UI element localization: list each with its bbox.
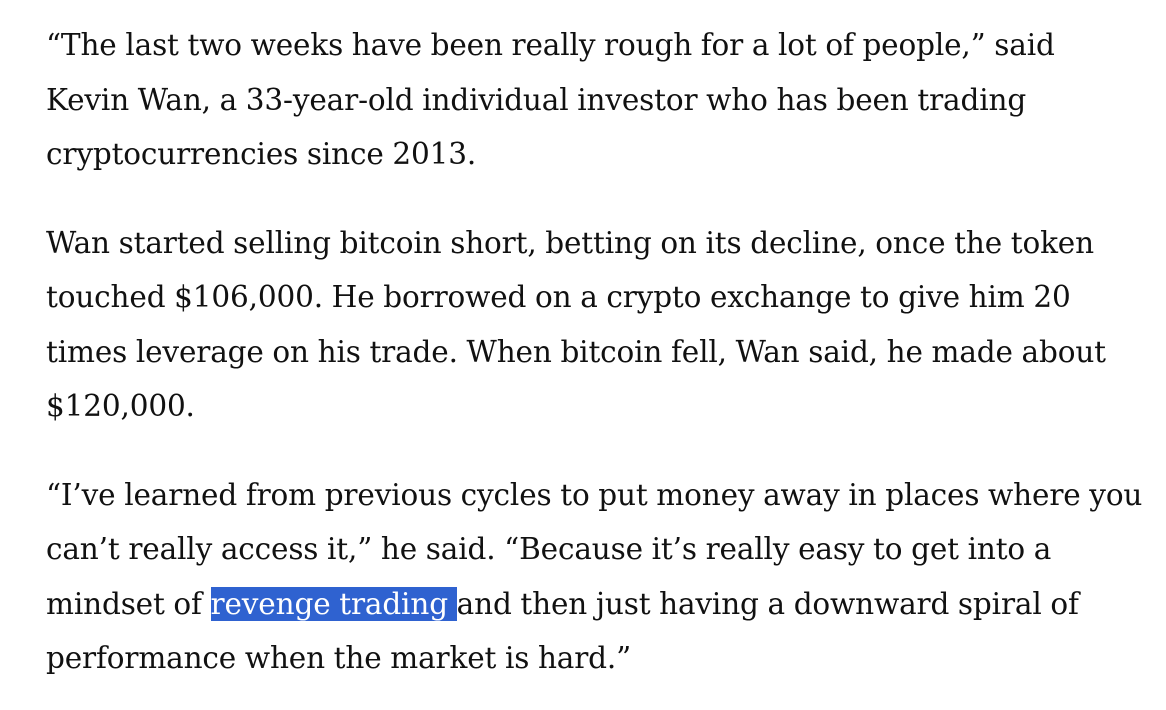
paragraph-revenge-trading: “I’ve learned from previous cycles to pu… [46,468,1146,686]
paragraph-text-after-selection: and then just having a downward spiral o… [46,586,1079,676]
selected-text-highlight[interactable]: revenge trading [210,586,457,621]
paragraph-text-before-selection: “I’ve learned from previous cycles to pu… [46,477,1143,621]
paragraph-bitcoin-short: Wan started selling bitcoin short, betti… [46,225,1106,424]
paragraph-quote-kevin-wan: “The last two weeks have been really rou… [46,28,1055,171]
